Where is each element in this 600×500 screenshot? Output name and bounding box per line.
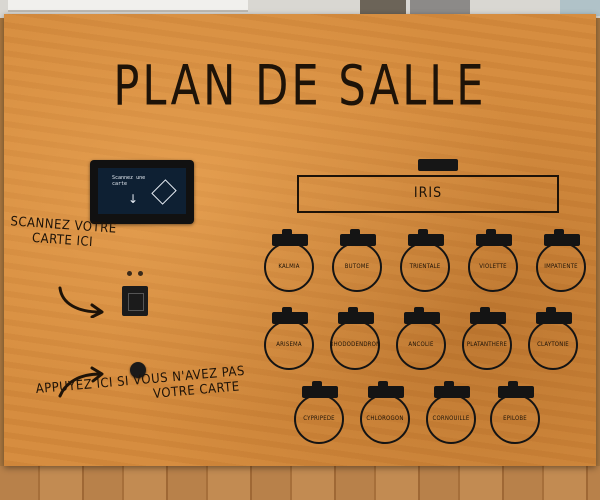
room-slot[interactable]: ANCOLIE: [396, 307, 446, 370]
room-slot[interactable]: EPILOBE: [490, 381, 540, 444]
room-ring: [462, 320, 512, 370]
storage-box: [410, 0, 470, 16]
card-reader[interactable]: [122, 286, 148, 316]
room-slot[interactable]: ARISEMA: [264, 307, 314, 370]
curved-arrow-icon: [58, 366, 104, 398]
room-hook: [418, 159, 458, 171]
wooden-floor: [0, 466, 600, 500]
room-slot[interactable]: CYPRIPEDE: [294, 381, 344, 444]
room-ring: [490, 394, 540, 444]
room-ring: [396, 320, 446, 370]
room-label: BUTOME: [344, 263, 370, 270]
room-slot[interactable]: BUTOME: [332, 229, 382, 292]
room-slot[interactable]: RHODODENDRON: [330, 307, 380, 370]
room-ring: [400, 242, 450, 292]
room-ring: [536, 242, 586, 292]
room-ring: [360, 394, 410, 444]
no-card-button[interactable]: [130, 362, 146, 378]
card-icon: [151, 179, 177, 205]
shelf: [8, 0, 248, 12]
room-slot[interactable]: TRIENTALE: [400, 229, 450, 292]
room-slot[interactable]: CLAYTONIE: [528, 307, 578, 370]
room-label: CHLOROGON: [366, 415, 404, 422]
room-label: PLATANTHERE: [466, 341, 508, 348]
room-ring: [528, 320, 578, 370]
lcd-screen: Scannez une carte ↓: [90, 160, 194, 224]
room-slot[interactable]: PLATANTHERE: [462, 307, 512, 370]
room-ring: [294, 394, 344, 444]
room-ring: [264, 242, 314, 292]
room-slot[interactable]: CORNOUILLE: [426, 381, 476, 444]
screen-message: Scannez une carte: [112, 175, 146, 187]
room-slot[interactable]: CHLOROGON: [360, 381, 410, 444]
room-ring: [426, 394, 476, 444]
room-label: KALMIA: [278, 263, 300, 270]
background-wall: [0, 0, 600, 18]
room-label: VIOLETTE: [479, 263, 507, 270]
room-label: TRIENTALE: [409, 263, 441, 270]
room-iris[interactable]: IRIS: [297, 175, 559, 213]
status-led: [138, 271, 143, 276]
room-label: RHODODENDRON: [329, 341, 381, 348]
room-label: ANCOLIE: [408, 341, 434, 348]
room-label: CORNOUILLE: [432, 415, 470, 422]
room-ring: [330, 320, 380, 370]
room-label: IRIS: [413, 185, 443, 201]
page-title: PLAN DE SALLE: [113, 53, 487, 119]
status-led: [127, 271, 132, 276]
down-arrow-icon: ↓: [128, 192, 139, 206]
room-slot[interactable]: KALMIA: [264, 229, 314, 292]
room-label: EPILOBE: [503, 415, 527, 422]
lcd-display: Scannez une carte ↓: [98, 168, 186, 214]
window: [560, 0, 600, 16]
room-label: ARISEMA: [276, 341, 302, 348]
room-label: CLAYTONIE: [537, 341, 569, 348]
curved-arrow-icon: [58, 286, 104, 318]
room-ring: [264, 320, 314, 370]
storage-box: [360, 0, 406, 16]
room-label: IMPATIENTE: [544, 263, 578, 270]
room-label: CYPRIPEDE: [303, 415, 335, 422]
room-slot[interactable]: IMPATIENTE: [536, 229, 586, 292]
room-slot[interactable]: VIOLETTE: [468, 229, 518, 292]
room-ring: [468, 242, 518, 292]
room-ring: [332, 242, 382, 292]
